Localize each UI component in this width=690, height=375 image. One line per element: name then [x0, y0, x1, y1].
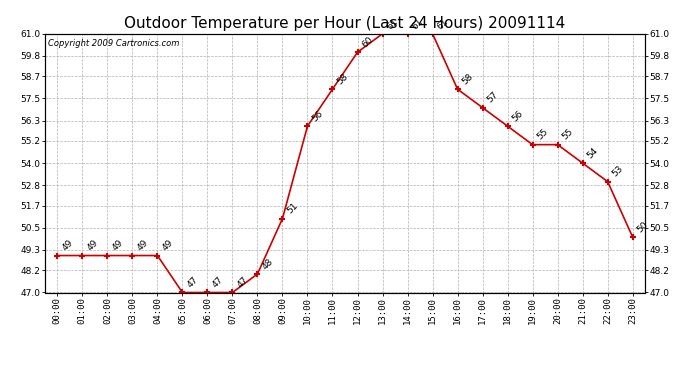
Text: 50: 50 — [635, 220, 650, 234]
Text: 61: 61 — [411, 16, 425, 31]
Text: 51: 51 — [285, 201, 299, 216]
Text: 47: 47 — [235, 275, 250, 290]
Text: Copyright 2009 Cartronics.com: Copyright 2009 Cartronics.com — [48, 39, 179, 48]
Text: 47: 47 — [210, 275, 225, 290]
Text: 49: 49 — [110, 238, 125, 253]
Text: 48: 48 — [260, 257, 275, 271]
Text: 55: 55 — [560, 128, 575, 142]
Text: 47: 47 — [185, 275, 199, 290]
Title: Outdoor Temperature per Hour (Last 24 Hours) 20091114: Outdoor Temperature per Hour (Last 24 Ho… — [124, 16, 566, 31]
Text: 56: 56 — [511, 109, 525, 123]
Text: 61: 61 — [385, 16, 400, 31]
Text: 55: 55 — [535, 128, 550, 142]
Text: 49: 49 — [85, 238, 99, 253]
Text: 53: 53 — [611, 164, 625, 179]
Text: 56: 56 — [310, 109, 325, 123]
Text: 57: 57 — [485, 90, 500, 105]
Text: 58: 58 — [460, 72, 475, 86]
Text: 58: 58 — [335, 72, 350, 86]
Text: 54: 54 — [585, 146, 600, 160]
Text: 61: 61 — [435, 16, 450, 31]
Text: 60: 60 — [360, 35, 375, 50]
Text: 49: 49 — [60, 238, 75, 253]
Text: 49: 49 — [135, 238, 150, 253]
Text: 49: 49 — [160, 238, 175, 253]
